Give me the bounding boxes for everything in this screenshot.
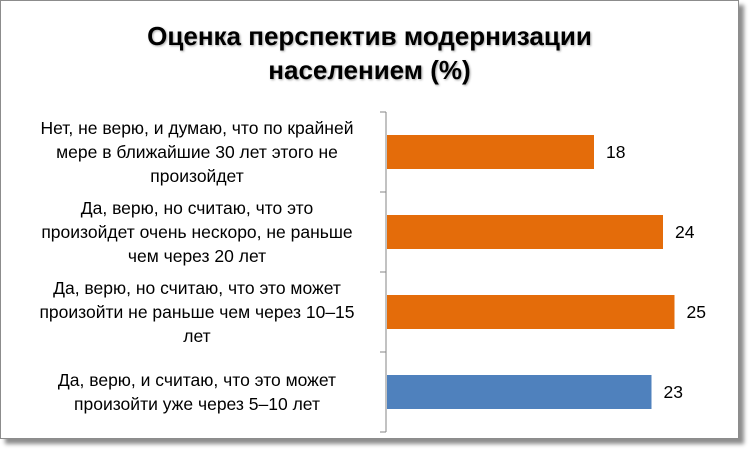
category-label-line: Да, верю, но считаю, что это: [80, 198, 314, 218]
bar-4: [387, 375, 652, 409]
data-label-1: 18: [606, 142, 625, 162]
data-label-3: 25: [687, 302, 706, 322]
category-label-3: Да, верю, но считаю, что это может произо…: [12, 276, 382, 348]
bars-group: [387, 135, 675, 409]
category-label-line: Да, верю, но считаю, что это может: [53, 278, 341, 298]
chart-title: Оценка перспектив модернизации население…: [1, 19, 738, 87]
category-label-1: Нет, не верю, и думаю, что по крайней мер…: [12, 116, 382, 188]
chart-title-line-1: Оценка перспектив модернизации: [147, 21, 592, 51]
bar-2: [387, 215, 663, 249]
category-label-line: произойдет: [150, 166, 244, 186]
category-label-line: мере в ближайшие 30 лет этого не: [56, 142, 338, 162]
chart-title-line-2: населением (%): [268, 55, 471, 85]
category-label-line: Да, верю, и считаю, что это может: [57, 370, 337, 390]
category-label-line: произойти уже через 5–10 лет: [74, 394, 320, 414]
category-label-line: произойти не раньше чем через 10–15: [39, 302, 355, 322]
data-labels-group: 18 24 25 23: [606, 142, 706, 402]
bar-3: [387, 295, 675, 329]
bar-1: [387, 135, 594, 169]
category-label-2: Да, верю, но считаю, что это произойдет о…: [12, 196, 382, 268]
category-axis-ticks: [380, 111, 386, 433]
category-label-line: Нет, не верю, и думаю, что по крайней: [40, 118, 354, 138]
category-label-4: Да, верю, и считаю, что это может произой…: [12, 368, 382, 416]
data-label-2: 24: [675, 222, 695, 242]
category-label-line: лет: [183, 326, 211, 346]
data-label-4: 23: [664, 382, 683, 402]
category-label-line: произойдет очень нескоро, не раньше: [41, 222, 353, 242]
category-label-line: чем через 20 лет: [127, 246, 267, 266]
